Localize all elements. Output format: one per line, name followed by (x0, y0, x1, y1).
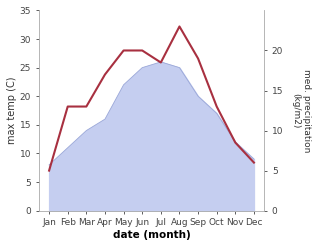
Y-axis label: max temp (C): max temp (C) (7, 77, 17, 144)
Y-axis label: med. precipitation
(kg/m2): med. precipitation (kg/m2) (292, 69, 311, 152)
X-axis label: date (month): date (month) (113, 230, 190, 240)
